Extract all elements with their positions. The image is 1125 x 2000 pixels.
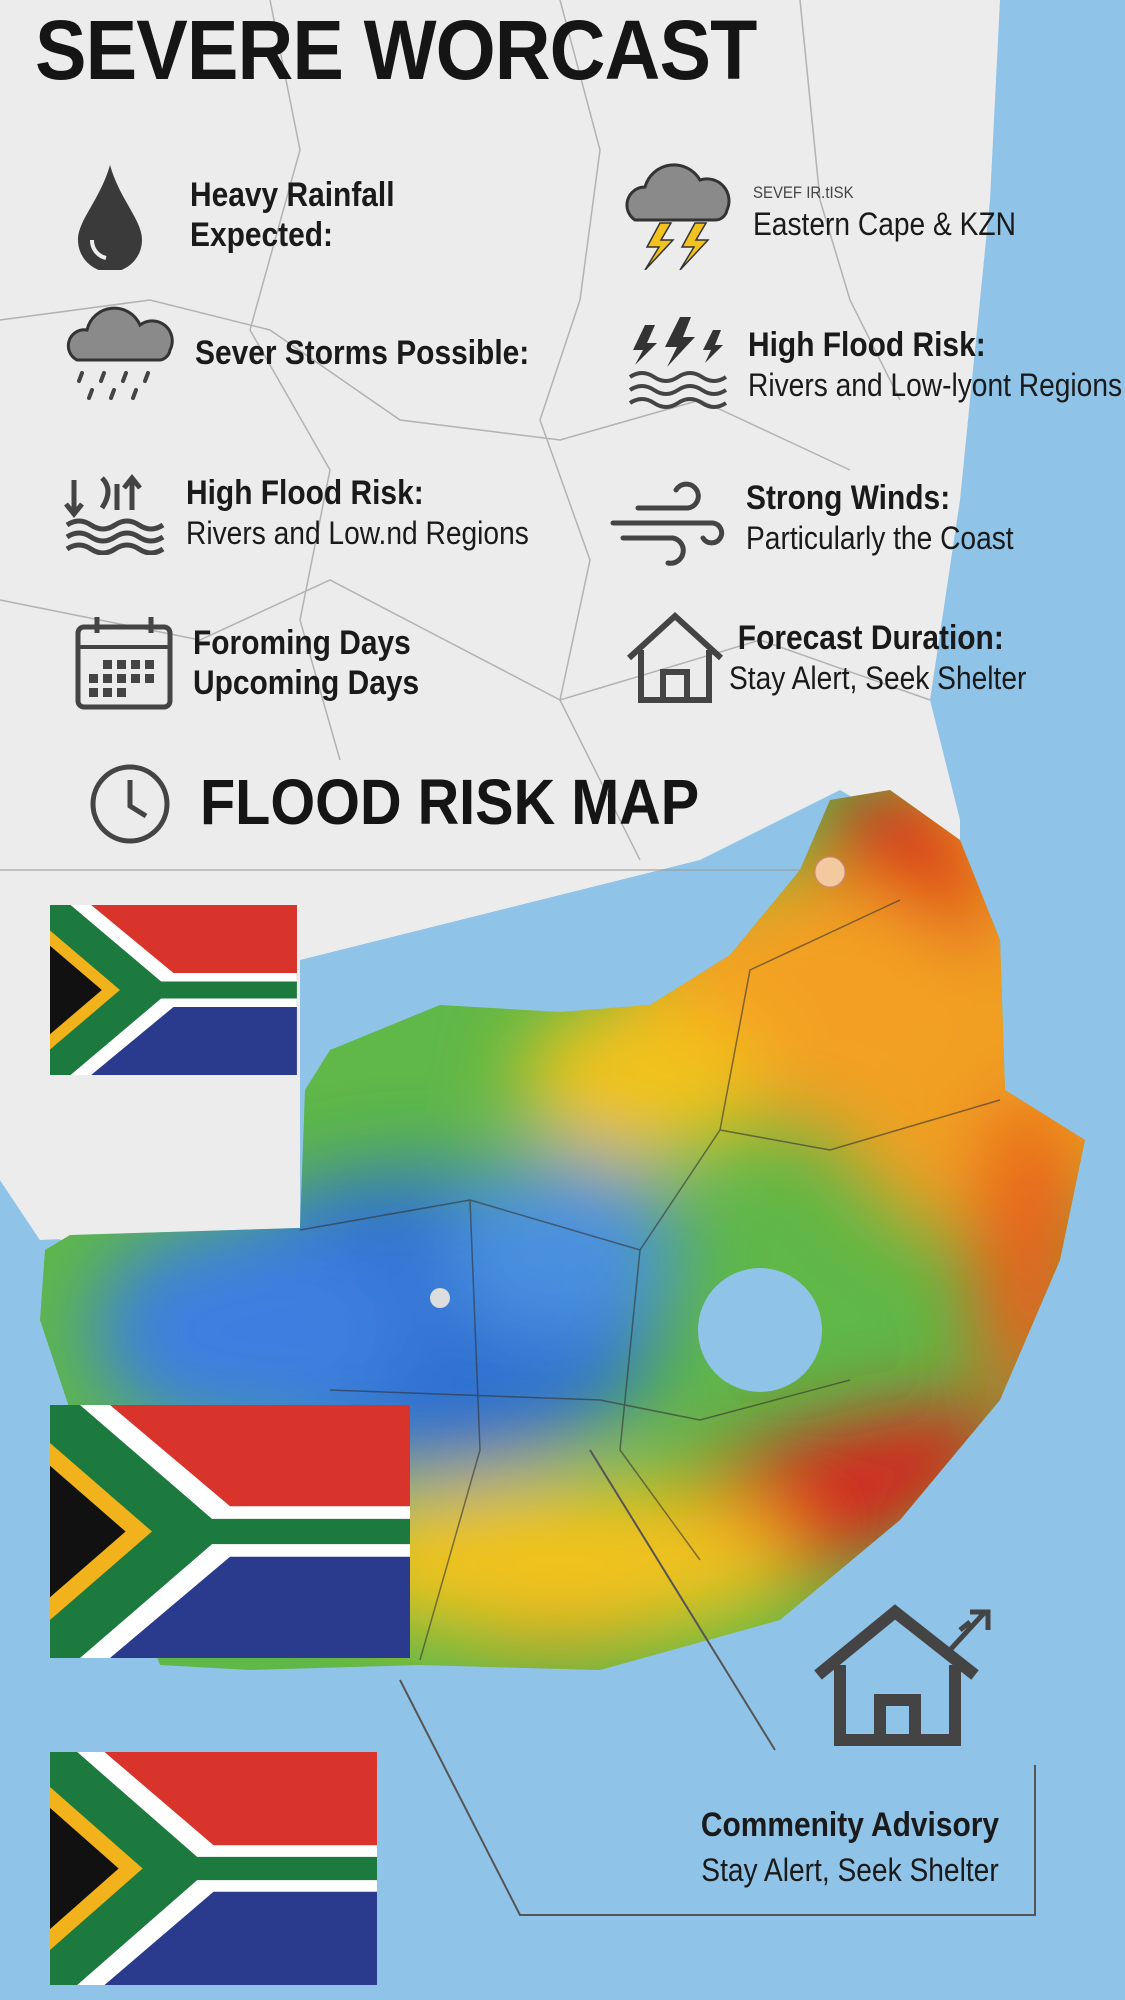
- raindrop-icon: [78, 165, 142, 270]
- page-title: SEVERE WORCAST: [35, 3, 757, 97]
- clock-icon: [90, 764, 170, 844]
- lightning-waves-icon: [628, 317, 728, 409]
- location-marker: [814, 856, 846, 888]
- sa-flag: [50, 1405, 410, 1658]
- forecast-duration-item: Forecast Duration: Stay Alert, Seek Shelt…: [625, 610, 1067, 705]
- heavy-rainfall-item: Heavy Rainfall Expected:: [70, 160, 422, 270]
- rain-cloud-icon: [66, 306, 174, 400]
- thunder-cloud-icon: [625, 163, 731, 270]
- sa-flag: [50, 1752, 377, 1985]
- upcoming-days-item: Foroming Days Upcoming Days: [75, 615, 450, 710]
- advisory-subtitle: Stay Alert, Seek Shelter: [701, 1852, 999, 1888]
- house-icon: [626, 611, 724, 703]
- flood-arrows-icon: [64, 473, 165, 555]
- map-title: FLOOD RISK MAP: [200, 766, 700, 838]
- severe-risk-item: SEVEF IR.tISK Eastern Cape & KZN: [615, 155, 1052, 270]
- wind-icon: [610, 481, 725, 566]
- calendar-icon: [75, 617, 173, 710]
- house-icon: [814, 1604, 991, 1746]
- high-flood-risk-item: High Flood Risk: Rivers and Low-lyont Reg…: [625, 315, 1125, 415]
- strong-winds-item: Strong Winds: Particularly the Coast: [608, 468, 1050, 568]
- high-flood-risk-item: High Flood Risk: Rivers and Low.nd Region…: [62, 470, 576, 555]
- location-marker: [430, 1288, 450, 1308]
- severe-storms-item: Sever Storms Possible:: [62, 305, 575, 400]
- sa-flag: [50, 905, 297, 1075]
- advisory-title: Commenity Advisory: [700, 1806, 1000, 1844]
- callout-lines: [399, 1449, 1036, 1916]
